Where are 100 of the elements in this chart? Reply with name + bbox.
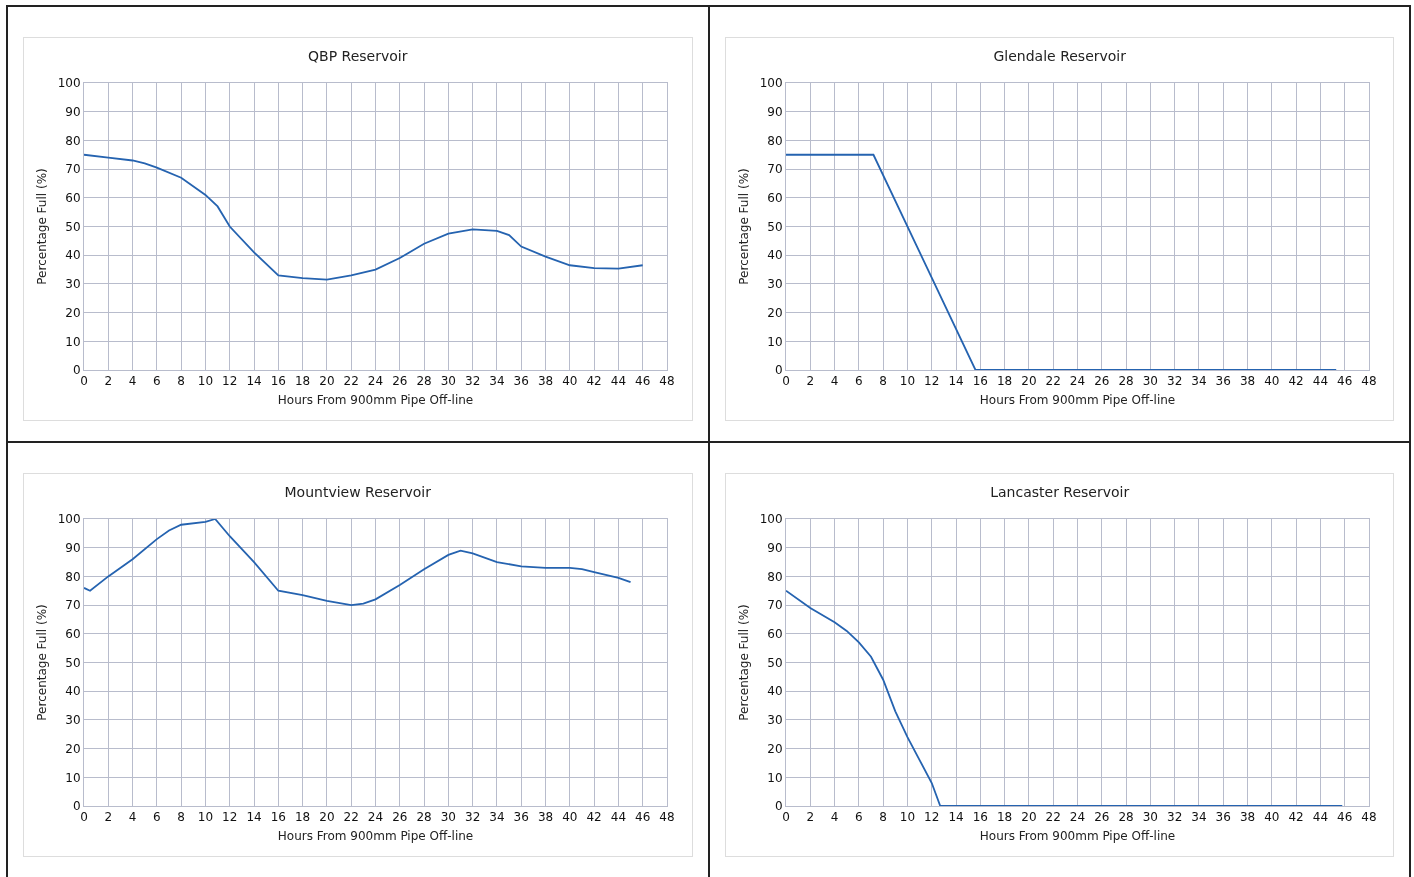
x-tick-label: 44 bbox=[1312, 810, 1328, 825]
line-series bbox=[84, 519, 632, 606]
y-tick-label: 20 bbox=[65, 741, 81, 756]
y-tick-label: 80 bbox=[65, 569, 81, 584]
x-tick-label: 44 bbox=[610, 374, 627, 389]
y-tick-label: 50 bbox=[65, 219, 81, 234]
x-tick-label: 22 bbox=[343, 374, 359, 389]
x-tick-label: 34 bbox=[489, 374, 505, 389]
x-tick-label: 48 bbox=[1360, 374, 1377, 389]
x-tick-label: 42 bbox=[1287, 374, 1304, 389]
x-tick-label: 20 bbox=[319, 810, 335, 825]
x-tick-label: 46 bbox=[1336, 810, 1352, 825]
y-tick-label: 40 bbox=[65, 684, 81, 699]
x-tick-label: 48 bbox=[659, 374, 675, 389]
y-tick-label: 10 bbox=[766, 334, 783, 349]
x-tick-label: 16 bbox=[972, 374, 988, 389]
y-tick-label: 100 bbox=[759, 76, 783, 91]
x-tick-label: 48 bbox=[1360, 810, 1377, 825]
x-tick-label: 32 bbox=[465, 810, 481, 825]
x-tick-label: 2 bbox=[104, 374, 113, 389]
x-tick-label: 46 bbox=[1336, 374, 1352, 389]
x-tick-label: 4 bbox=[128, 374, 137, 389]
x-tick-label: 38 bbox=[537, 810, 554, 825]
x-tick-label: 36 bbox=[513, 810, 529, 825]
x-axis-title: Hours From 900mm Pipe Off-line bbox=[277, 393, 474, 408]
x-tick-label: 46 bbox=[635, 810, 651, 825]
x-axis-title: Hours From 900mm Pipe Off-line bbox=[979, 829, 1175, 844]
x-tick-label: 34 bbox=[1190, 810, 1207, 825]
y-tick-label: 70 bbox=[766, 598, 783, 613]
x-tick-label: 22 bbox=[1045, 810, 1061, 825]
x-tick-label: 10 bbox=[197, 374, 214, 389]
x-tick-label: 46 bbox=[635, 374, 651, 389]
x-tick-label: 4 bbox=[128, 810, 137, 825]
x-tick-label: 26 bbox=[392, 374, 408, 389]
x-tick-label: 16 bbox=[972, 810, 988, 825]
x-tick-label: 18 bbox=[294, 810, 311, 825]
y-tick-label: 60 bbox=[766, 191, 783, 205]
y-tick-label: 0 bbox=[774, 363, 783, 378]
x-tick-label: 6 bbox=[854, 374, 863, 389]
y-tick-label: 70 bbox=[65, 162, 81, 177]
y-axis-title: Percentage Full (%) bbox=[736, 604, 751, 721]
y-tick-label: 100 bbox=[57, 76, 81, 91]
y-tick-label: 10 bbox=[65, 334, 81, 349]
x-tick-label: 6 bbox=[153, 810, 161, 825]
chart-title: QBP Reservoir bbox=[308, 48, 408, 65]
x-tick-label: 42 bbox=[586, 810, 602, 825]
y-tick-label: 80 bbox=[766, 133, 783, 148]
y-tick-label: 10 bbox=[766, 770, 783, 785]
x-tick-label: 40 bbox=[562, 810, 578, 825]
x-tick-label: 36 bbox=[1215, 810, 1231, 825]
y-tick-label: 60 bbox=[766, 627, 783, 641]
x-tick-label: 32 bbox=[1166, 810, 1182, 825]
x-tick-label: 14 bbox=[947, 810, 964, 825]
x-tick-label: 18 bbox=[996, 374, 1012, 389]
x-tick-label: 28 bbox=[1117, 374, 1134, 389]
chart-title: Lancaster Reservoir bbox=[989, 484, 1129, 501]
x-tick-label: 12 bbox=[923, 374, 939, 389]
x-tick-label: 34 bbox=[489, 810, 505, 825]
y-tick-label: 70 bbox=[65, 598, 81, 613]
y-tick-label: 0 bbox=[774, 799, 783, 814]
y-tick-label: 60 bbox=[65, 191, 81, 205]
y-axis-title: Percentage Full (%) bbox=[34, 168, 49, 285]
chart-title: Mountview Reservoir bbox=[284, 484, 432, 501]
x-tick-label: 38 bbox=[537, 374, 554, 389]
x-tick-label: 20 bbox=[319, 374, 335, 389]
y-tick-label: 0 bbox=[72, 363, 81, 378]
x-tick-label: 24 bbox=[1069, 374, 1085, 389]
y-tick-label: 30 bbox=[766, 277, 783, 292]
y-tick-label: 40 bbox=[65, 248, 81, 263]
y-tick-label: 30 bbox=[766, 713, 783, 728]
x-tick-label: 28 bbox=[1117, 810, 1134, 825]
y-tick-label: 0 bbox=[72, 799, 81, 814]
x-tick-label: 8 bbox=[177, 810, 185, 825]
x-tick-label: 42 bbox=[1287, 810, 1304, 825]
x-tick-label: 28 bbox=[416, 374, 432, 389]
x-tick-label: 12 bbox=[222, 374, 238, 389]
x-tick-label: 36 bbox=[513, 374, 529, 389]
x-tick-label: 44 bbox=[610, 810, 627, 825]
x-tick-label: 16 bbox=[270, 810, 286, 825]
x-tick-label: 8 bbox=[878, 810, 887, 825]
x-tick-label: 38 bbox=[1239, 810, 1255, 825]
y-tick-label: 20 bbox=[766, 305, 783, 320]
x-tick-label: 22 bbox=[343, 810, 359, 825]
y-tick-label: 90 bbox=[766, 104, 783, 119]
x-axis-title: Hours From 900mm Pipe Off-line bbox=[979, 393, 1175, 408]
x-tick-label: 18 bbox=[996, 810, 1012, 825]
x-tick-label: 6 bbox=[854, 810, 863, 825]
x-tick-label: 42 bbox=[586, 374, 602, 389]
y-tick-label: 90 bbox=[766, 540, 783, 555]
x-tick-label: 6 bbox=[153, 374, 161, 389]
x-tick-label: 8 bbox=[878, 374, 887, 389]
x-tick-label: 14 bbox=[246, 374, 262, 389]
x-tick-label: 30 bbox=[1142, 374, 1158, 389]
x-tick-label: 34 bbox=[1190, 374, 1207, 389]
x-tick-label: 32 bbox=[465, 374, 481, 389]
x-tick-label: 24 bbox=[367, 374, 384, 389]
y-tick-label: 20 bbox=[65, 305, 81, 320]
x-tick-label: 10 bbox=[899, 374, 915, 389]
y-tick-label: 10 bbox=[65, 770, 81, 785]
y-tick-label: 70 bbox=[766, 162, 783, 177]
